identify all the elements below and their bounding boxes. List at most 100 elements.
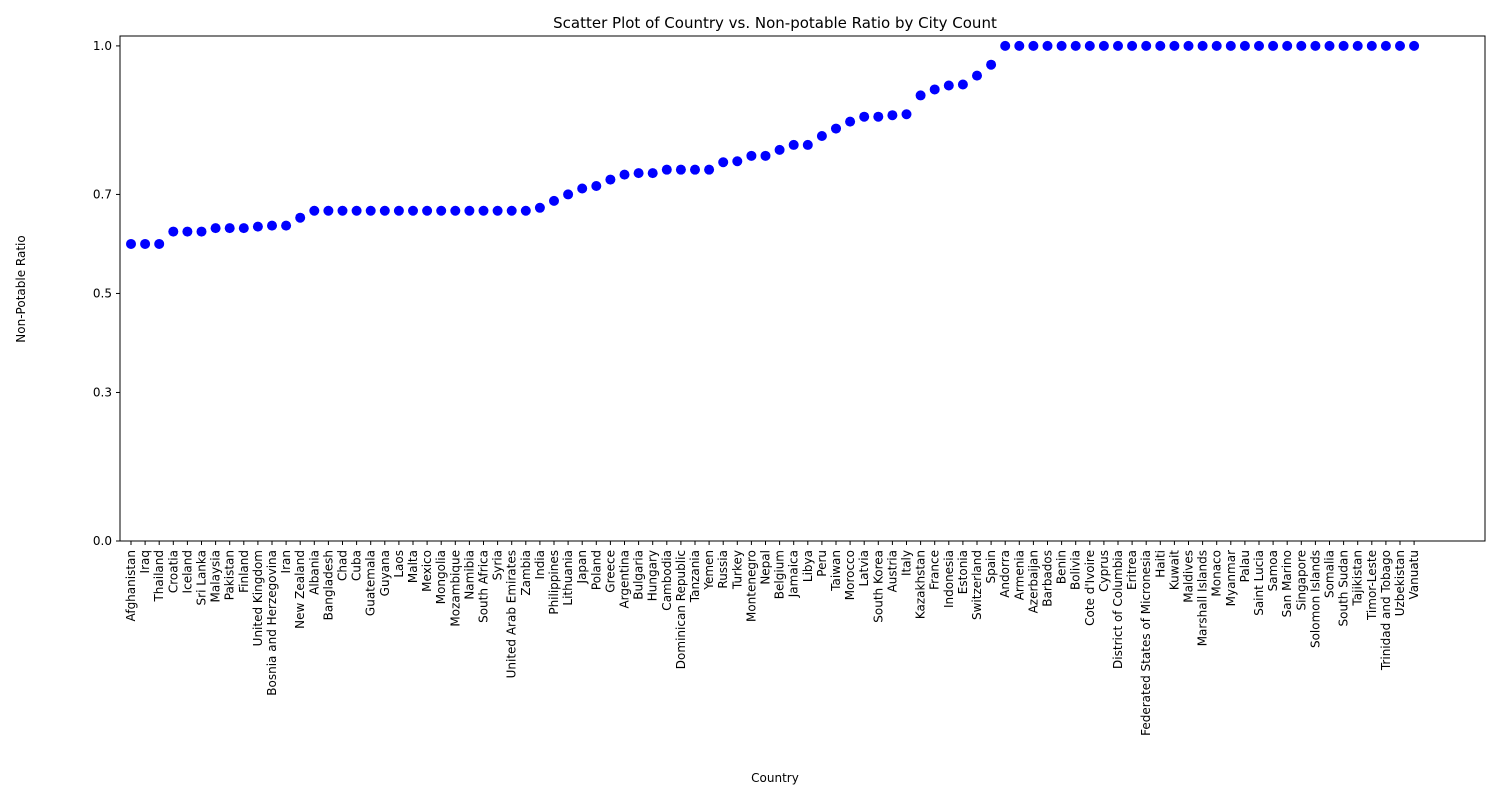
scatter-point [690, 164, 700, 175]
scatter-point [1395, 40, 1405, 51]
x-tick-label: Kazakhstan [914, 550, 928, 619]
x-tick-label: Bangladesh [321, 550, 335, 620]
x-tick-label: Indonesia [942, 550, 956, 608]
x-tick-label: Russia [716, 550, 730, 589]
scatter-point [1352, 40, 1363, 51]
x-tick-label: Bosnia and Herzegovina [265, 550, 279, 696]
scatter-point [1155, 40, 1166, 51]
scatter-point [816, 131, 827, 142]
x-tick-label: India [533, 550, 547, 579]
x-tick-label: Finland [237, 550, 251, 593]
x-tick-label: Switzerland [970, 550, 984, 620]
scatter-point [986, 59, 997, 70]
scatter-point [1127, 40, 1138, 51]
x-tick-label: Greece [603, 550, 617, 593]
scatter-point [1056, 40, 1067, 51]
scatter-point [1310, 40, 1321, 51]
x-tick-label: Bulgaria [632, 550, 646, 600]
x-tick-label: Azerbaijan [1026, 550, 1040, 613]
scatter-point [1211, 40, 1222, 51]
scatter-point [450, 205, 461, 216]
scatter-point [831, 123, 841, 134]
x-tick-label: South Sudan [1337, 550, 1351, 627]
x-tick-label: Myanmar [1224, 550, 1238, 606]
scatter-point [675, 164, 686, 175]
scatter-point [168, 226, 179, 237]
x-tick-label: Nepal [759, 550, 773, 585]
scatter-point [619, 169, 630, 180]
x-tick-label: Somalia [1323, 550, 1337, 598]
x-tick-label: Belgium [773, 550, 787, 599]
scatter-point [1380, 40, 1391, 51]
x-tick-label: Andorra [998, 550, 1012, 598]
x-tick-label: Barbados [1041, 550, 1055, 607]
x-tick-label: Latvia [857, 550, 871, 587]
y-axis: 0.0 0.3 0.5 0.7 1.0 [93, 39, 120, 548]
scatter-point [972, 70, 982, 81]
x-tick-label: Jamaica [787, 550, 801, 598]
x-tick-label: Yemen [702, 550, 716, 591]
x-axis: Afghanistan Iraq Thailand Croatia Iceland Sri… [124, 541, 1421, 736]
scatter-point [887, 110, 898, 121]
x-tick-label: Mexico [420, 550, 434, 592]
scatter-point [1183, 40, 1194, 51]
scatter-point [478, 205, 489, 216]
x-tick-label: Taiwan [829, 550, 843, 592]
scatter-point [337, 205, 348, 216]
scatter-point [1000, 40, 1011, 51]
x-tick-label: Trinidad and Tobago [1379, 550, 1393, 671]
scatter-point [591, 181, 602, 192]
scatter-point [1296, 40, 1307, 51]
scatter-point [1141, 40, 1152, 51]
x-tick-label: Guyana [378, 550, 392, 596]
x-tick-label: Iraq [138, 550, 152, 573]
x-tick-label: Philippines [547, 550, 561, 615]
scatter-point [1169, 40, 1180, 51]
x-tick-label: Saint Lucia [1252, 550, 1266, 616]
x-tick-label: Albania [307, 550, 321, 595]
x-tick-label: Peru [815, 550, 829, 577]
x-tick-label: Hungary [646, 550, 660, 601]
x-tick-label: San Marino [1280, 550, 1294, 617]
y-tick-label: 0.3 [93, 385, 112, 399]
scatter-point [802, 139, 813, 150]
scatter-point [732, 156, 743, 167]
scatter-point [1084, 40, 1095, 51]
x-tick-label: Solomon Islands [1308, 550, 1322, 648]
scatter-point [1324, 40, 1335, 51]
x-tick-label: Thailand [152, 550, 166, 603]
x-tick-label: Tajikistan [1351, 550, 1365, 607]
scatter-point [182, 226, 193, 237]
scatter-point [534, 202, 545, 213]
x-tick-label: Vanuatu [1407, 550, 1421, 600]
scatter-point [506, 205, 517, 216]
scatter-point [323, 205, 334, 216]
scatter-point [633, 168, 644, 179]
x-tick-label: Armenia [1012, 550, 1026, 600]
scatter-point [718, 157, 729, 168]
x-tick-label: Syria [491, 550, 505, 580]
scatter-point [1028, 40, 1039, 51]
x-tick-label: Singapore [1294, 550, 1308, 611]
x-tick-label: Namibia [462, 550, 476, 600]
x-tick-label: Montenegro [744, 550, 758, 622]
x-tick-label: Benin [1055, 550, 1069, 584]
x-tick-label: Italy [900, 550, 914, 576]
scatter-point [224, 223, 235, 234]
scatter-point [1098, 40, 1109, 51]
scatter-point [1366, 40, 1377, 51]
x-tick-label: Pakistan [223, 550, 237, 600]
scatter-point [126, 238, 136, 249]
x-tick-label: Chad [336, 550, 350, 581]
scatter-point [1239, 40, 1250, 51]
scatter-point [647, 168, 658, 179]
x-tick-label: Iceland [180, 550, 194, 593]
scatter-point [281, 220, 292, 231]
x-tick-label: Bolivia [1069, 550, 1083, 590]
scatter-point [1113, 40, 1123, 51]
x-tick-label: Palau [1238, 550, 1252, 582]
scatter-point [549, 195, 559, 206]
scatter-point [746, 150, 757, 161]
scatter-point [520, 205, 531, 216]
x-tick-label: Samoa [1266, 550, 1280, 591]
